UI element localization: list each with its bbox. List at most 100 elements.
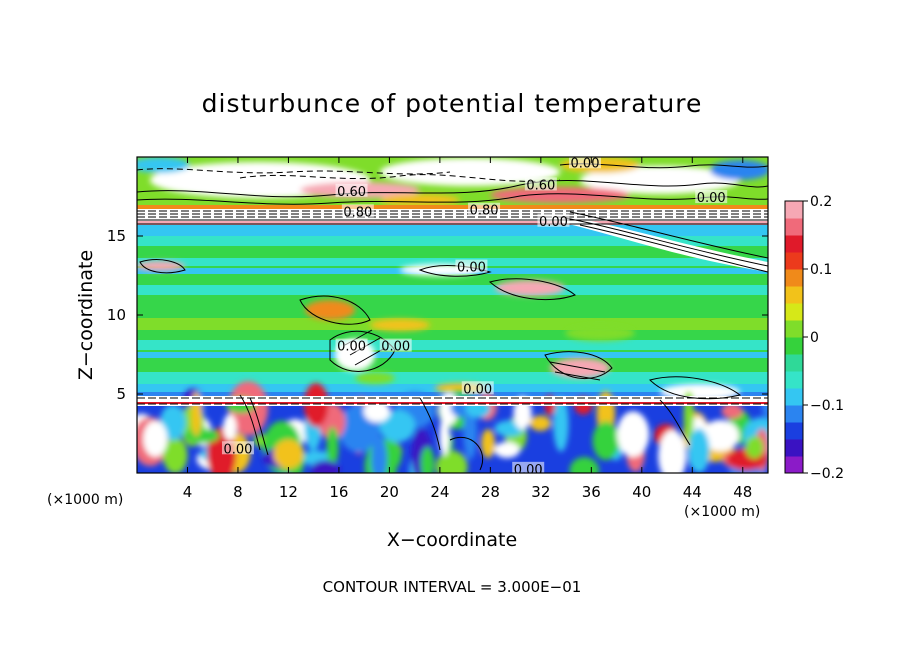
colorbar-tick-label: 0 — [810, 330, 819, 346]
contour-label-bg — [512, 461, 545, 473]
band — [137, 372, 768, 384]
colorbar-tick-label: 0.2 — [810, 194, 832, 210]
contour-label: 0.00 — [457, 261, 486, 276]
colorbar-tick-label: 0.1 — [810, 262, 832, 278]
blob — [137, 157, 190, 173]
contour-label: 0.80 — [343, 205, 372, 220]
convective-cell — [553, 396, 569, 452]
x-unit-left: (×1000 m) — [47, 492, 123, 508]
colorbar-swatch — [785, 235, 803, 253]
contour-label: 0.80 — [470, 204, 499, 219]
band — [137, 258, 768, 266]
x-axis-label: X−coordinate — [387, 529, 517, 551]
blob — [710, 160, 768, 180]
convective-cell — [701, 419, 740, 452]
colorbar-swatch — [785, 303, 803, 321]
convective-cell — [688, 428, 710, 473]
colorbar-swatch — [785, 252, 803, 270]
convective-cell — [721, 403, 743, 419]
blob — [580, 166, 740, 194]
colorbar-swatch — [785, 405, 803, 423]
contour-label-bg — [537, 213, 570, 227]
x-tick-label: 48 — [733, 483, 752, 501]
blob — [550, 358, 610, 378]
contour-label-bg — [379, 338, 412, 352]
x-tick-label: 16 — [329, 483, 348, 501]
colorbar-swatch — [785, 201, 803, 219]
y-tick-label: 15 — [107, 227, 126, 245]
colorbar-swatch — [785, 218, 803, 236]
colorbar-swatch — [785, 286, 803, 304]
y-tick-label: 5 — [116, 385, 126, 403]
contour-interval-note: CONTOUR INTERVAL = 3.000E−01 — [323, 578, 582, 596]
convective-cell — [310, 460, 341, 473]
contour-label-bg — [335, 338, 368, 352]
blob — [380, 194, 460, 206]
colorbar-swatch — [785, 337, 803, 355]
colorbar-swatch — [785, 456, 803, 474]
blob — [380, 158, 560, 186]
contour-lines — [137, 163, 768, 471]
contour-label: 0.00 — [571, 156, 600, 171]
surface-band — [137, 402, 768, 404]
contour-label: 0.60 — [337, 185, 366, 200]
contour-label: 0.60 — [526, 178, 555, 193]
x-tick-label: 32 — [531, 483, 550, 501]
x-tick-label: 24 — [430, 483, 449, 501]
contour-label: 0.00 — [381, 340, 410, 355]
convective-cell — [159, 404, 186, 441]
band — [137, 285, 768, 295]
convective-cell — [143, 420, 168, 457]
x-tick-label: 28 — [481, 483, 500, 501]
contour-label-bg — [569, 157, 602, 169]
contour-label-bg — [341, 204, 374, 218]
convective-cell — [185, 428, 220, 444]
band — [137, 236, 768, 246]
colorbar-swatch — [785, 388, 803, 406]
convective-cell — [463, 407, 478, 460]
convective-cell — [326, 426, 339, 467]
band — [137, 352, 768, 358]
x-tick-label: 12 — [279, 483, 298, 501]
colorbar-tick-label: −0.1 — [810, 398, 844, 414]
contour-label: 0.00 — [223, 442, 252, 457]
plot-area: 0.00 0.60 0.60 0.80 0.80 0.00 0.00 0.00 0.00 0.00… — [137, 156, 768, 478]
blob — [565, 325, 635, 341]
blob — [137, 261, 185, 271]
convective-cell — [273, 439, 304, 469]
band — [137, 318, 768, 330]
blob — [305, 300, 355, 320]
contour-label: 0.00 — [463, 382, 492, 397]
x-unit-right: (×1000 m) — [684, 504, 760, 520]
colorbar-swatch — [785, 320, 803, 338]
convective-cell — [592, 421, 620, 461]
x-tick-label: 4 — [183, 483, 193, 501]
contour-label-bg — [221, 441, 254, 455]
blob — [370, 319, 430, 331]
colorbar — [785, 201, 803, 474]
blob — [355, 372, 395, 384]
x-tick-label: 40 — [632, 483, 651, 501]
contour-label: 0.00 — [697, 191, 726, 206]
convective-cell — [223, 414, 237, 441]
surface-band — [137, 396, 768, 406]
contour-label-bg — [461, 381, 494, 395]
colorbar-tick-label: −0.2 — [810, 466, 844, 482]
convective-cell — [379, 410, 416, 443]
convective-cell — [435, 450, 468, 473]
convective-cell — [569, 457, 600, 473]
blob — [495, 280, 565, 296]
x-tick-label: 8 — [233, 483, 243, 501]
diagonal-band — [560, 215, 768, 272]
colorbar-swatch — [785, 422, 803, 440]
convective-cell — [658, 429, 687, 473]
y-tick-label: 10 — [107, 306, 126, 324]
x-tick-label: 20 — [380, 483, 399, 501]
convective-cell — [420, 446, 435, 473]
contour-label: 0.00 — [514, 463, 543, 478]
convective-cell — [162, 437, 188, 473]
colorbar-swatch — [785, 371, 803, 389]
band — [137, 340, 768, 350]
contour-label-bg — [695, 190, 728, 204]
